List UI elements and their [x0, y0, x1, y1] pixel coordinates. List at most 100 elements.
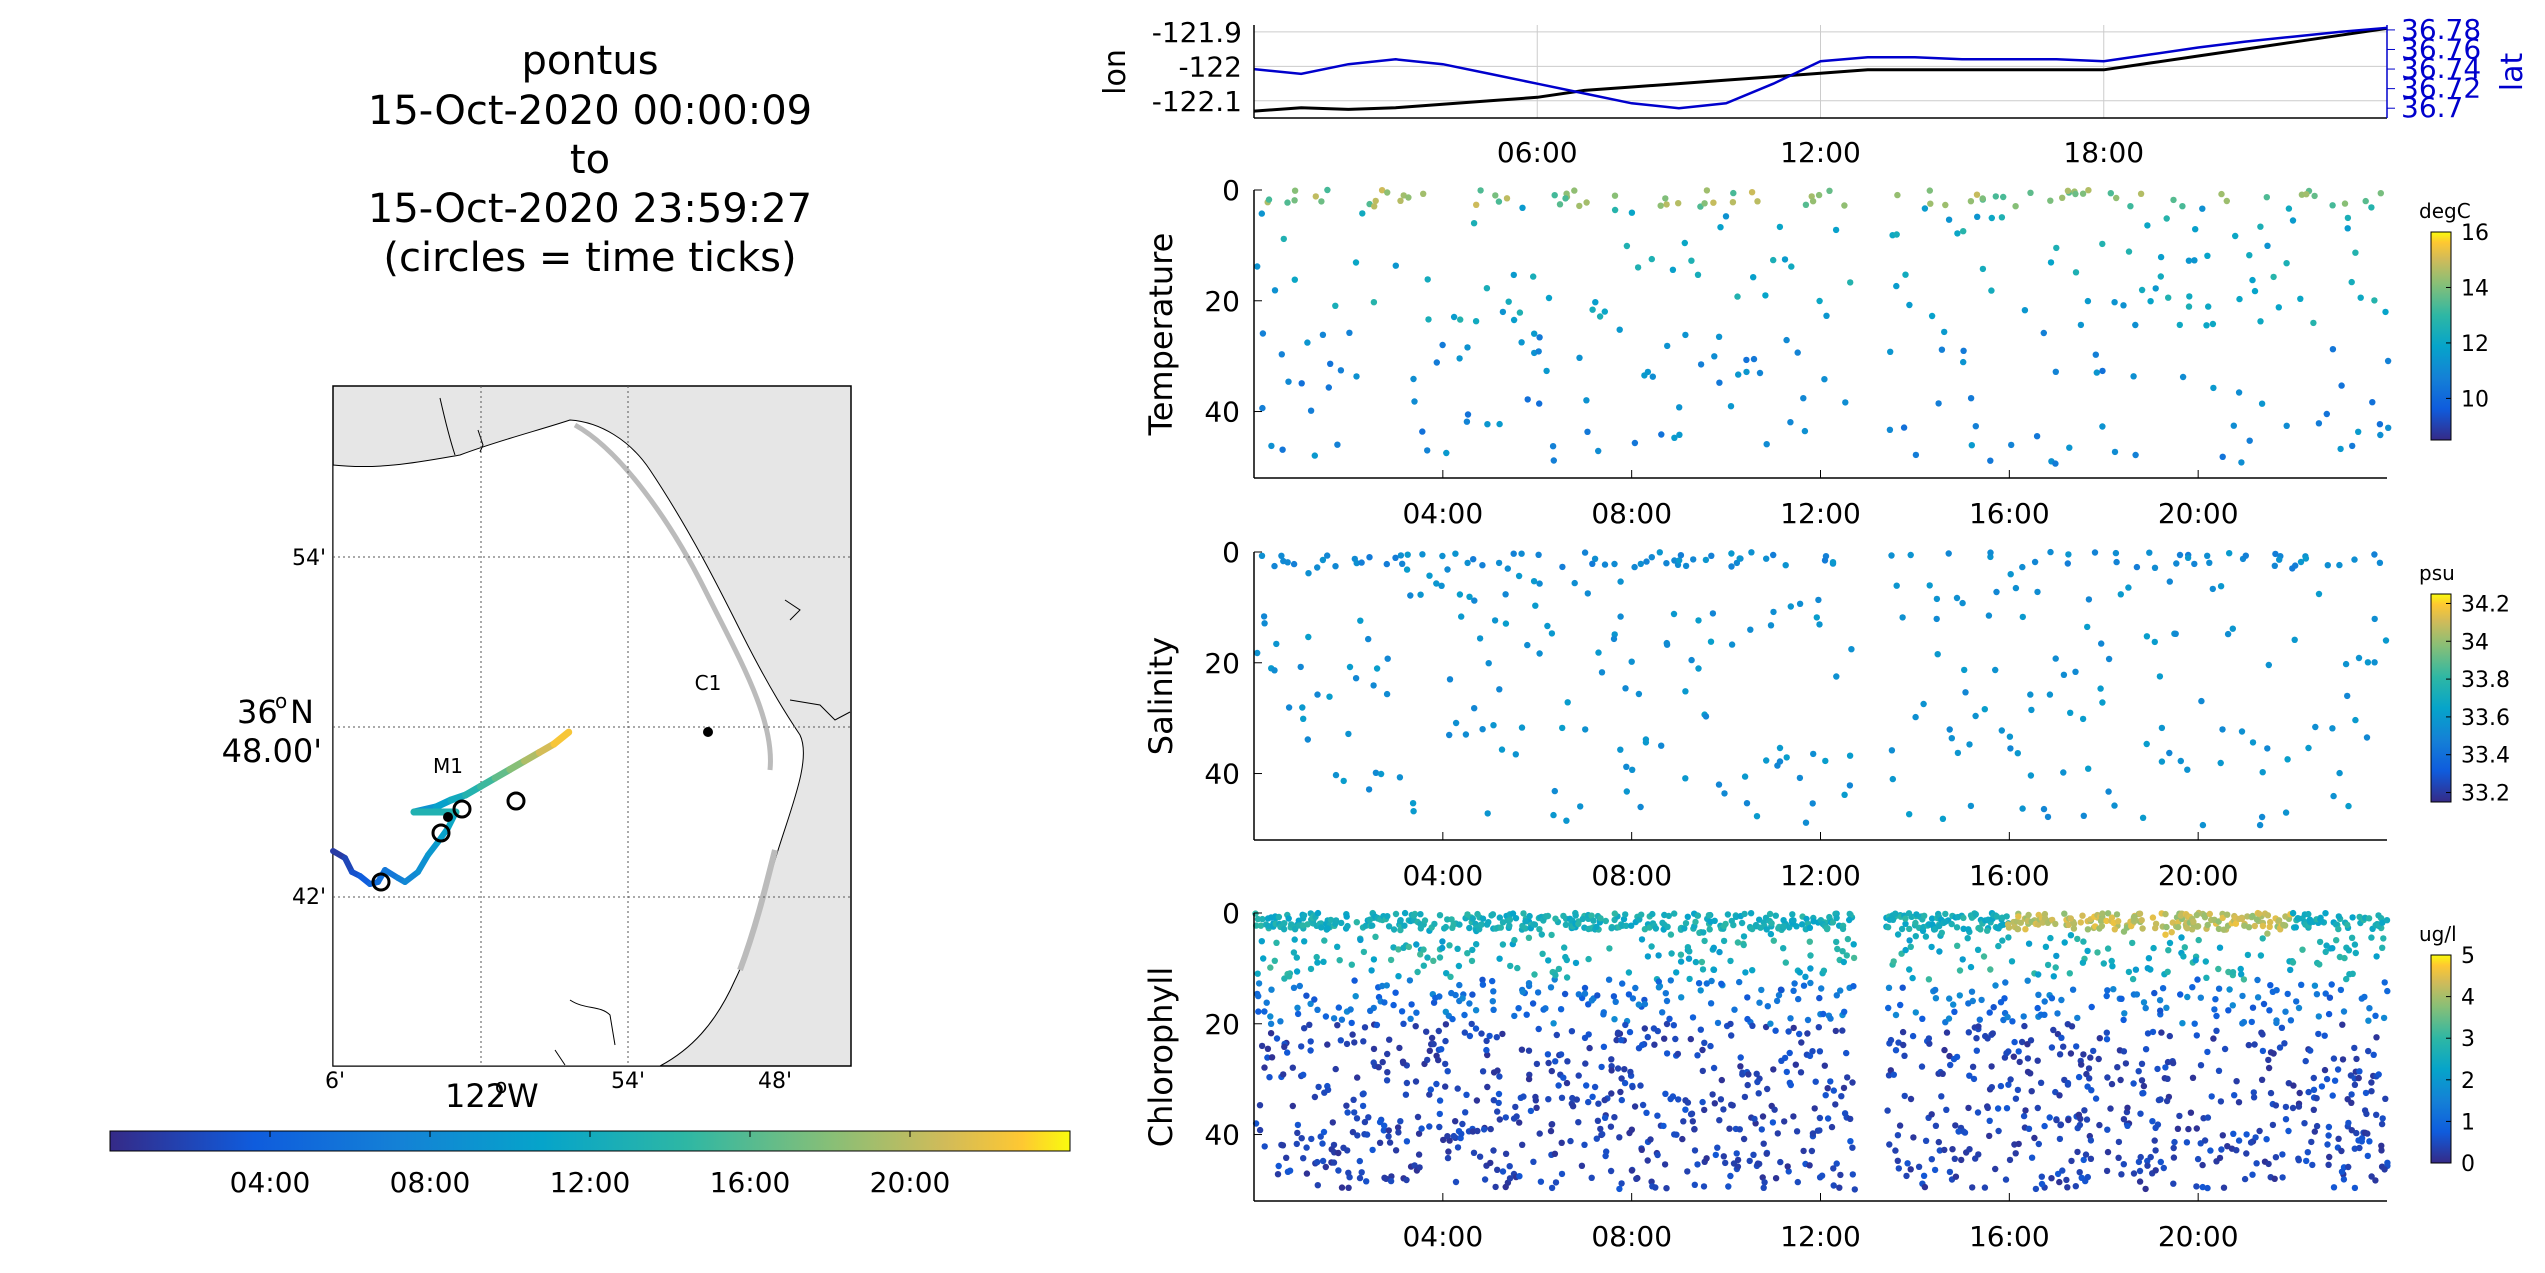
data-point: [2011, 1038, 2018, 1046]
data-point: [1907, 1166, 1914, 1173]
data-point: [2282, 1103, 2290, 1111]
data-point: [2019, 613, 2027, 621]
data-point: [1601, 1114, 1609, 1122]
data-point: [1647, 1136, 1654, 1143]
data-point: [1438, 582, 1445, 589]
data-point: [1919, 1015, 1926, 1022]
data-point: [2077, 321, 2085, 329]
data-point: [1419, 551, 1426, 558]
data-point: [1456, 981, 1463, 989]
data-point: [2203, 974, 2210, 981]
data-point: [2194, 1155, 2202, 1163]
data-point: [1484, 1083, 1491, 1091]
data-point: [2044, 961, 2052, 969]
data-point: [1452, 991, 1459, 999]
data-point: [2035, 971, 2042, 978]
track-map: 6' 54' 48' 122 o W 54' 42' 36 o N 48.00'…: [109, 385, 1071, 1199]
data-point: [2186, 293, 2193, 300]
data-point: [1828, 1123, 1836, 1131]
data-point: [2058, 996, 2065, 1004]
creek-south: [554, 1049, 566, 1066]
data-point: [1670, 610, 1678, 618]
data-point: [2173, 560, 2180, 567]
data-point: [1390, 1001, 1397, 1009]
data-point: [2368, 1079, 2375, 1086]
data-point: [2052, 920, 2059, 928]
lonlat-xtick: 18:00: [2063, 136, 2144, 169]
data-point: [1466, 593, 1473, 600]
data-point: [2345, 947, 2353, 954]
data-point: [1472, 1007, 1480, 1014]
data-point: [1904, 1160, 1911, 1167]
data-point: [1531, 921, 1539, 928]
data-point: [2084, 623, 2091, 631]
data-point: [1655, 978, 1663, 985]
data-point: [1564, 1058, 1571, 1065]
data-point: [2255, 910, 2263, 917]
data-point: [1261, 1008, 1268, 1015]
data-point: [2056, 1092, 2063, 1099]
data-point: [2034, 1057, 2041, 1064]
data-point: [1608, 1056, 1615, 1063]
data-point: [2357, 294, 2364, 301]
data-point: [1539, 950, 1546, 957]
data-point: [2207, 1147, 2214, 1154]
data-point: [1961, 1129, 1969, 1136]
data-point: [1973, 1047, 1981, 1054]
data-point: [1585, 1098, 1592, 1106]
data-point: [1680, 1118, 1687, 1125]
track-segment: [550, 728, 573, 748]
data-point: [1532, 602, 1539, 609]
data-point: [2251, 922, 2258, 930]
data-point: [1789, 911, 1796, 918]
data-point: [2085, 1065, 2093, 1072]
data-point: [2362, 1089, 2370, 1097]
data-point: [1433, 1080, 1440, 1088]
data-point: [1530, 273, 1537, 280]
data-point: [2149, 914, 2157, 921]
data-point: [1598, 669, 1606, 676]
data-point: [1694, 912, 1702, 919]
data-point: [1907, 943, 1915, 950]
data-point: [1446, 731, 1453, 739]
data-point: [1499, 1030, 1506, 1038]
data-point: [1764, 1085, 1771, 1093]
data-point: [2324, 1141, 2331, 1148]
data-point: [1707, 1042, 1714, 1050]
data-point: [1921, 912, 1928, 919]
lonlat-y2tick: 36.76: [2401, 32, 2481, 65]
data-point: [2066, 970, 2073, 977]
data-point: [1520, 1093, 1527, 1100]
data-point: [2226, 550, 2233, 557]
data-point: [1414, 968, 1421, 976]
data-point: [2154, 1065, 2161, 1073]
data-point: [1753, 1070, 1760, 1078]
data-point: [2088, 1003, 2095, 1011]
data-point: [1409, 800, 1417, 807]
data-point: [1259, 915, 1266, 923]
data-point: [1360, 1038, 1367, 1045]
data-point: [1988, 1063, 1995, 1070]
data-point: [1838, 1093, 1845, 1100]
data-point: [2105, 788, 2112, 795]
data-point: [1332, 302, 1339, 309]
data-point: [1737, 1054, 1744, 1061]
data-point: [1932, 986, 1939, 994]
data-point: [1403, 1079, 1411, 1087]
data-point: [2014, 925, 2022, 933]
data-point: [1337, 367, 1345, 374]
data-point: [1392, 1147, 1400, 1154]
data-point: [2325, 1010, 2333, 1018]
data-point: [1711, 353, 1718, 360]
data-point: [1396, 774, 1404, 781]
data-point: [1550, 457, 1558, 464]
data-point: [1787, 1015, 1794, 1022]
data-point: [1945, 1015, 1953, 1022]
data-point: [2156, 997, 2164, 1004]
data-point: [2326, 994, 2334, 1001]
data-point: [2144, 1030, 2152, 1037]
data-point: [2310, 1074, 2317, 1082]
data-point: [1682, 1106, 1689, 1113]
data-point: [1314, 1158, 1321, 1166]
data-point: [1689, 1014, 1697, 1021]
